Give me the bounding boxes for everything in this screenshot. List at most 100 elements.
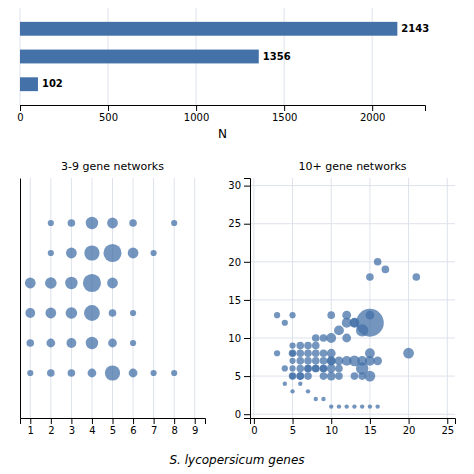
- x-axis-tick-mark: [20, 105, 21, 111]
- point: [351, 372, 359, 380]
- x-axis-tick: 25: [441, 418, 454, 436]
- point: [352, 404, 356, 408]
- point: [84, 245, 99, 260]
- x-axis-tick: 1000: [184, 105, 209, 123]
- x-axis-tick-label: 1500: [272, 112, 297, 123]
- x-axis-tick-label: 7: [151, 425, 157, 436]
- shared-x-axis-title: S. lycopersicum genes: [169, 453, 304, 467]
- x-axis-tick-label: 25: [441, 425, 454, 436]
- grid-line-x: [194, 178, 195, 418]
- point: [320, 372, 328, 380]
- x-axis-tick-mark: [113, 418, 114, 424]
- bar: [20, 22, 397, 36]
- point: [103, 244, 121, 262]
- x-axis-tick: 2000: [360, 105, 385, 123]
- point: [374, 258, 382, 266]
- x-axis-tick: 8: [171, 418, 177, 436]
- bar: [20, 77, 38, 91]
- x-axis-tick-label: 10: [325, 425, 338, 436]
- grid-line-y: [250, 261, 455, 262]
- scatter-panel: 1234567893-9 gene networks: [21, 160, 206, 436]
- point: [382, 266, 390, 274]
- point: [48, 220, 54, 226]
- bars: [20, 22, 397, 91]
- x-axis-tick-label: 0: [17, 112, 23, 123]
- y-axis-tick: 25: [228, 218, 250, 229]
- panel-title: 3-9 gene networks: [61, 160, 164, 173]
- x-axis-tick-mark: [30, 418, 31, 424]
- point: [25, 308, 35, 318]
- point: [84, 305, 100, 321]
- point: [327, 372, 336, 381]
- x-axis-tick-mark: [154, 418, 155, 424]
- point: [304, 357, 312, 365]
- bar: [20, 50, 259, 64]
- y-axis-tick-mark: [244, 376, 250, 377]
- point: [296, 372, 304, 380]
- x-axis-tick-mark: [370, 418, 371, 424]
- point: [274, 350, 280, 356]
- grid: [30, 178, 194, 418]
- point: [109, 309, 117, 317]
- grid-line-x: [292, 178, 293, 418]
- point: [26, 339, 34, 347]
- point: [312, 334, 320, 342]
- y-axis-tick: 0: [235, 409, 250, 420]
- x-axis-line: [251, 419, 456, 425]
- x-axis-tick: 2: [48, 418, 54, 436]
- point: [375, 404, 379, 408]
- grid-line-x: [174, 178, 175, 418]
- grid-line-x: [447, 178, 448, 418]
- x-axis-tick-label: 1: [28, 425, 34, 436]
- x-axis-tick-mark: [447, 418, 448, 424]
- point: [304, 349, 312, 357]
- point: [68, 369, 76, 377]
- x-axis-tick: 1500: [272, 105, 297, 123]
- data-label: 2143: [401, 23, 429, 34]
- x-axis-tick: 0: [251, 418, 257, 436]
- point: [289, 372, 297, 380]
- point: [88, 369, 97, 378]
- x-axis-tick-mark: [195, 418, 196, 424]
- y-axis-tick-mark: [244, 262, 250, 263]
- point: [373, 356, 382, 365]
- point: [130, 340, 136, 346]
- point: [151, 370, 157, 376]
- x-axis-tick-mark: [196, 105, 197, 111]
- point: [130, 310, 136, 316]
- scatter-panel: 051015202505101520253010+ gene networks: [228, 160, 455, 436]
- x-axis-tick-label: 2: [48, 425, 54, 436]
- x-axis-tick: 4: [89, 418, 95, 436]
- point: [345, 404, 349, 408]
- x-axis-tick-label: 9: [192, 425, 198, 436]
- point: [86, 337, 98, 349]
- point: [314, 397, 318, 401]
- y-axis-tick-mark: [244, 300, 250, 301]
- grid-line-x: [71, 178, 72, 418]
- point: [47, 369, 55, 377]
- point: [356, 362, 368, 374]
- point: [27, 370, 33, 376]
- point: [298, 382, 302, 386]
- y-axis-tick-label: 5: [235, 371, 241, 382]
- x-axis-tick-label: 2000: [360, 112, 385, 123]
- point: [296, 357, 304, 365]
- x-axis-tick: 7: [151, 418, 157, 436]
- point: [320, 357, 328, 365]
- point: [329, 404, 333, 408]
- y-axis: [20, 179, 21, 419]
- y-axis-tick: 20: [228, 257, 250, 268]
- x-axis-tick-mark: [133, 418, 134, 424]
- point: [403, 348, 414, 359]
- point: [45, 277, 57, 289]
- point: [66, 338, 76, 348]
- point: [365, 348, 375, 358]
- x-axis-tick: 10: [325, 418, 338, 436]
- data-labels: 10213562143: [42, 23, 429, 89]
- point: [86, 217, 98, 229]
- point: [304, 365, 312, 373]
- point: [337, 404, 341, 408]
- x-axis-tick-label: 20: [403, 425, 416, 436]
- point: [282, 320, 288, 326]
- point: [289, 365, 295, 371]
